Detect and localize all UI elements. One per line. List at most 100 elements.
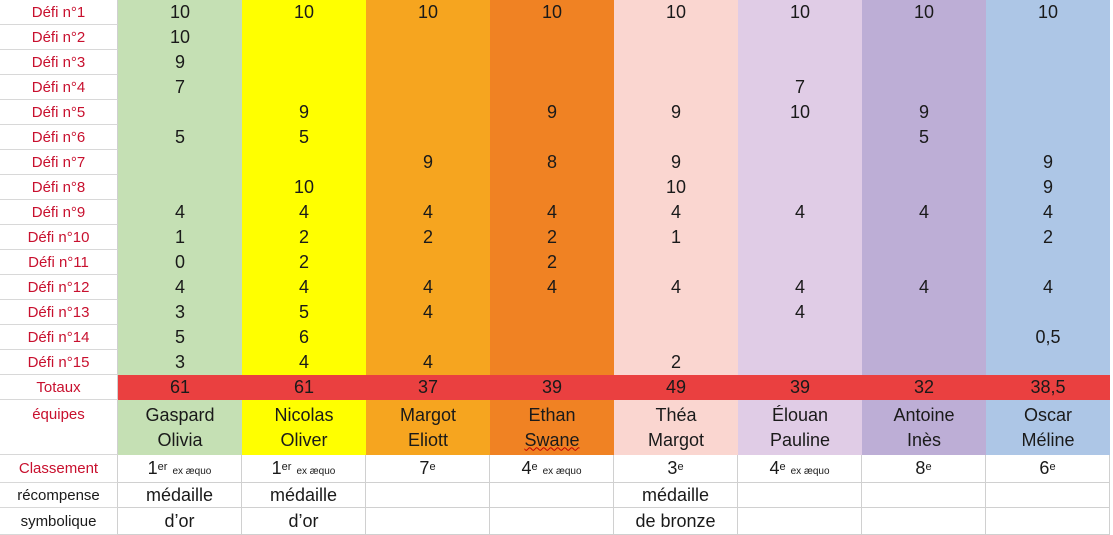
team-cell[interactable]: Ethan Swane	[490, 400, 614, 455]
score-cell[interactable]	[738, 250, 862, 275]
total-cell[interactable]: 32	[862, 375, 986, 400]
score-cell[interactable]: 2	[490, 225, 614, 250]
score-cell[interactable]	[986, 350, 1110, 375]
score-cell[interactable]	[490, 25, 614, 50]
score-cell[interactable]	[986, 125, 1110, 150]
score-cell[interactable]	[490, 300, 614, 325]
score-cell[interactable]: 10	[490, 0, 614, 25]
score-cell[interactable]: 9	[862, 100, 986, 125]
score-cell[interactable]	[490, 175, 614, 200]
score-cell[interactable]: 2	[242, 250, 366, 275]
score-cell[interactable]	[366, 50, 490, 75]
score-cell[interactable]	[986, 300, 1110, 325]
score-cell[interactable]	[118, 100, 242, 125]
score-cell[interactable]: 4	[242, 275, 366, 300]
score-cell[interactable]: 9	[490, 100, 614, 125]
score-cell[interactable]	[242, 75, 366, 100]
score-cell[interactable]: 5	[242, 300, 366, 325]
score-cell[interactable]: 2	[366, 225, 490, 250]
total-cell[interactable]: 61	[118, 375, 242, 400]
score-cell[interactable]	[614, 25, 738, 50]
score-cell[interactable]	[490, 125, 614, 150]
score-cell[interactable]: 4	[862, 200, 986, 225]
score-cell[interactable]	[862, 50, 986, 75]
score-cell[interactable]	[614, 300, 738, 325]
score-cell[interactable]: 5	[862, 125, 986, 150]
score-cell[interactable]	[118, 150, 242, 175]
ranking-cell[interactable]: 1 er ex æquo	[242, 455, 366, 483]
score-cell[interactable]: 4	[118, 200, 242, 225]
score-cell[interactable]: 9	[118, 50, 242, 75]
score-cell[interactable]: 10	[366, 0, 490, 25]
score-cell[interactable]	[862, 25, 986, 50]
total-cell[interactable]: 37	[366, 375, 490, 400]
score-cell[interactable]: 4	[366, 350, 490, 375]
score-cell[interactable]: 4	[614, 275, 738, 300]
score-cell[interactable]	[366, 100, 490, 125]
score-cell[interactable]	[862, 250, 986, 275]
score-cell[interactable]: 0	[118, 250, 242, 275]
score-cell[interactable]: 4	[738, 200, 862, 225]
score-cell[interactable]: 9	[986, 150, 1110, 175]
score-cell[interactable]: 7	[118, 75, 242, 100]
score-cell[interactable]	[738, 325, 862, 350]
team-cell[interactable]: Théa Margot	[614, 400, 738, 455]
score-cell[interactable]: 10	[614, 175, 738, 200]
score-cell[interactable]	[366, 25, 490, 50]
score-cell[interactable]	[614, 325, 738, 350]
score-cell[interactable]: 9	[614, 100, 738, 125]
score-cell[interactable]	[242, 150, 366, 175]
reward-cell[interactable]	[738, 508, 862, 535]
score-cell[interactable]: 9	[614, 150, 738, 175]
score-cell[interactable]	[614, 125, 738, 150]
score-cell[interactable]: 9	[986, 175, 1110, 200]
score-cell[interactable]	[490, 50, 614, 75]
score-cell[interactable]	[738, 50, 862, 75]
score-cell[interactable]	[366, 175, 490, 200]
score-cell[interactable]: 9	[366, 150, 490, 175]
score-cell[interactable]	[490, 350, 614, 375]
score-cell[interactable]	[490, 325, 614, 350]
score-cell[interactable]: 9	[242, 100, 366, 125]
reward-cell[interactable]	[490, 508, 614, 535]
reward-cell[interactable]: d’or	[242, 508, 366, 535]
score-cell[interactable]	[738, 175, 862, 200]
score-cell[interactable]: 3	[118, 350, 242, 375]
score-cell[interactable]: 4	[366, 275, 490, 300]
score-cell[interactable]: 10	[242, 175, 366, 200]
score-cell[interactable]: 4	[986, 275, 1110, 300]
score-cell[interactable]	[738, 150, 862, 175]
reward-cell[interactable]	[738, 483, 862, 508]
score-cell[interactable]: 0,5	[986, 325, 1110, 350]
total-cell[interactable]: 49	[614, 375, 738, 400]
score-cell[interactable]: 2	[614, 350, 738, 375]
score-cell[interactable]	[738, 350, 862, 375]
score-cell[interactable]: 5	[118, 325, 242, 350]
reward-cell[interactable]	[862, 508, 986, 535]
score-cell[interactable]	[490, 75, 614, 100]
score-cell[interactable]: 4	[862, 275, 986, 300]
team-cell[interactable]: Élouan Pauline	[738, 400, 862, 455]
score-cell[interactable]	[366, 125, 490, 150]
team-cell[interactable]: Margot Eliott	[366, 400, 490, 455]
score-cell[interactable]	[862, 300, 986, 325]
score-cell[interactable]: 3	[118, 300, 242, 325]
score-cell[interactable]	[614, 50, 738, 75]
score-cell[interactable]: 4	[738, 275, 862, 300]
team-cell[interactable]: Antoine Inès	[862, 400, 986, 455]
score-cell[interactable]: 4	[738, 300, 862, 325]
score-cell[interactable]: 6	[242, 325, 366, 350]
score-cell[interactable]: 10	[738, 100, 862, 125]
score-cell[interactable]	[862, 175, 986, 200]
score-cell[interactable]	[738, 125, 862, 150]
score-cell[interactable]: 10	[738, 0, 862, 25]
score-cell[interactable]	[118, 175, 242, 200]
reward-cell[interactable]	[986, 483, 1110, 508]
score-cell[interactable]: 5	[242, 125, 366, 150]
score-cell[interactable]	[242, 25, 366, 50]
reward-cell[interactable]: médaille	[242, 483, 366, 508]
score-cell[interactable]: 10	[118, 0, 242, 25]
score-cell[interactable]	[986, 25, 1110, 50]
score-cell[interactable]: 10	[242, 0, 366, 25]
ranking-cell[interactable]: 1 er ex æquo	[118, 455, 242, 483]
